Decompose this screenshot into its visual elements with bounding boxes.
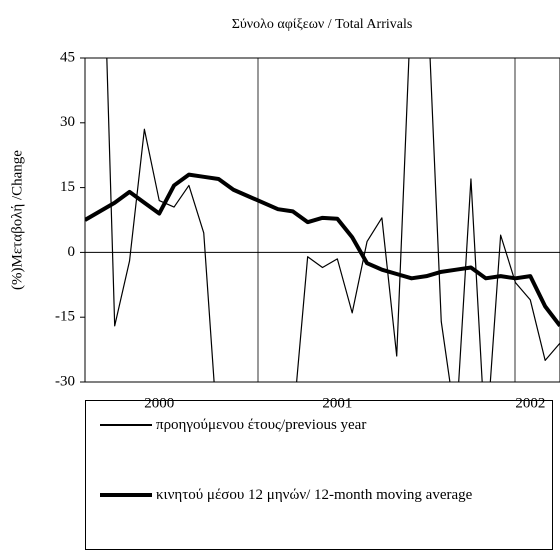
series-line: [85, 172, 560, 328]
legend-swatch: [100, 493, 152, 497]
plot-frame: [84, 57, 560, 383]
y-axis-label: (%)Μεταβολή /Change: [9, 150, 25, 290]
page: Σύνολο αφίξεων / Total Arrivals (%)Μεταβ…: [9, 17, 560, 550]
legend-label: προηγούμενου έτους/previous year: [156, 417, 367, 433]
y-tick-label: 15: [60, 179, 75, 195]
plot-lines: [85, 58, 560, 382]
x-tick-label: 2001: [322, 395, 352, 411]
y-tick-label: -30: [55, 373, 75, 389]
y-tick-label: 30: [60, 114, 75, 130]
legend-item: προηγούμενου έτους/previous year: [86, 415, 536, 435]
legend: προηγούμενου έτους/previous year κινητού …: [85, 400, 553, 550]
legend-label: κινητού μέσου 12 μηνών/ 12-month moving …: [156, 487, 473, 503]
chart: Σύνολο αφίξεων / Total Arrivals (%)Μεταβ…: [9, 17, 560, 411]
y-tick-label: 0: [68, 244, 76, 260]
y-tick-label: 45: [60, 49, 75, 65]
chart-title: Σύνολο αφίξεων / Total Arrivals: [232, 17, 413, 32]
legend-item: κινητού μέσου 12 μηνών/ 12-month moving …: [86, 485, 536, 505]
series-line: [106, 58, 560, 382]
x-tick-label: 2002: [515, 395, 545, 411]
y-tick-label: -15: [55, 309, 75, 325]
legend-swatch: [100, 424, 152, 426]
x-tick-label: 2000: [144, 395, 174, 411]
